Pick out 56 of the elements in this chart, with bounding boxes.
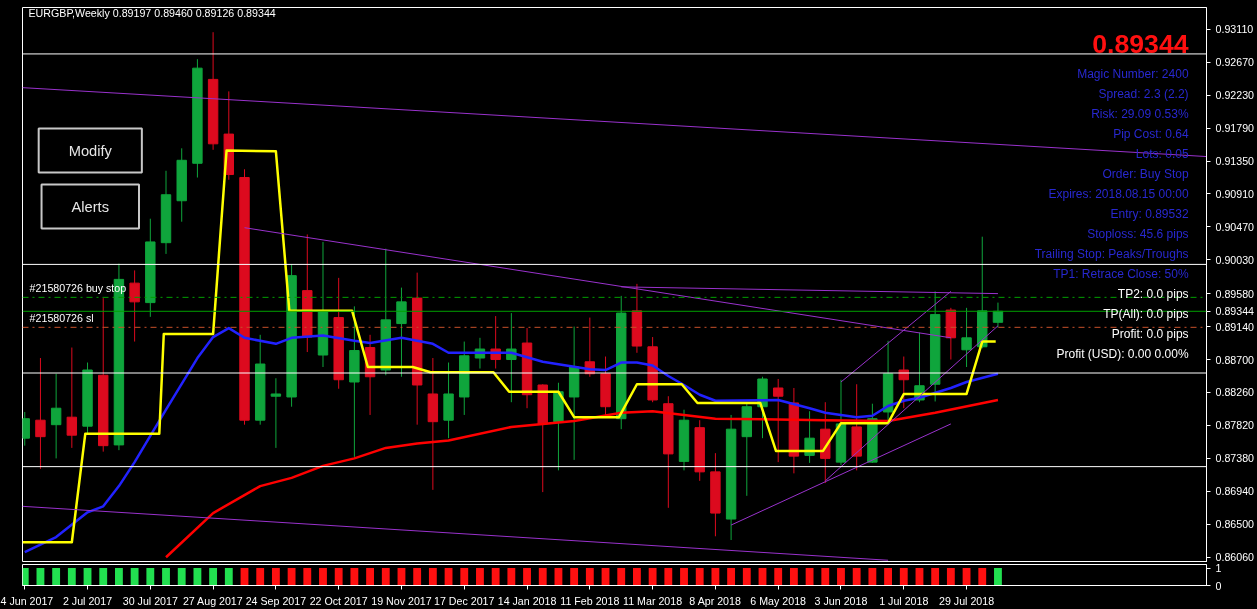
y-tick-label: 0.89344 (1215, 305, 1255, 318)
ref-line-label: #21580726 sl (29, 312, 94, 325)
y-tick-label: 0.92230 (1215, 89, 1255, 102)
annotation: Magic Number: 2400 (1077, 66, 1189, 81)
annotation: Profit: 0.0 pips (1111, 326, 1189, 341)
annotation: Profit (USD): 0.00 0.00% (1056, 346, 1189, 361)
x-tick-label: 2 Jul 2017 (62, 594, 113, 607)
chart-title: EURGBP,Weekly 0.89197 0.89460 0.89126 0.89344 (28, 6, 276, 19)
y-tick-label: 0.89580 (1215, 287, 1255, 300)
y-tick-label: 0.87380 (1215, 452, 1255, 465)
y-tick-label: 0.92670 (1215, 56, 1255, 69)
y-tick-label: 0.91790 (1215, 122, 1255, 135)
x-tick-label: 29 Jul 2018 (939, 594, 995, 607)
x-tick-label: 19 Nov 2017 (371, 594, 432, 607)
y-tick-label: 0.88260 (1215, 386, 1255, 399)
x-tick-label: 17 Dec 2017 (434, 594, 495, 607)
annotation: Alerts (71, 198, 110, 215)
y-tick-label: 0.89140 (1215, 320, 1255, 333)
annotation: Risk: 29.09 0.53% (1091, 106, 1189, 121)
y-tick-label: 0.86060 (1215, 551, 1255, 564)
annotation: Expires: 2018.08.15 00:00 (1048, 186, 1189, 201)
y-tick-label: 0.91350 (1215, 155, 1255, 168)
y-tick-label: 0.87820 (1215, 419, 1255, 432)
x-tick-label: 22 Oct 2017 (309, 594, 368, 607)
y-tick-label: 1 (1215, 562, 1222, 574)
x-tick-label: 11 Feb 2018 (560, 594, 620, 607)
annotation: Order: Buy Stop (1102, 166, 1189, 181)
y-tick-label: 0.90910 (1215, 188, 1255, 200)
annotation: 0.89344 (1092, 28, 1189, 59)
annotation: Stoploss: 45.6 pips (1087, 226, 1189, 241)
x-tick-label: 11 Mar 2018 (623, 594, 683, 607)
annotation: TP1: Retrace Close: 50% (1053, 266, 1189, 281)
x-tick-label: 14 Jan 2018 (497, 594, 557, 607)
annotation: Spread: 2.3 (2.2) (1098, 86, 1189, 101)
annotation: Trailing Stop: Peaks/Troughs (1034, 246, 1189, 261)
x-tick-label: 6 May 2018 (750, 594, 807, 607)
y-tick-label: 0.86500 (1215, 518, 1255, 531)
x-tick-label: 8 Apr 2018 (689, 594, 741, 607)
annotation: Pip Cost: 0.64 (1113, 126, 1189, 141)
x-tick-label: 1 Jul 2018 (879, 594, 929, 607)
x-tick-label: 24 Sep 2017 (245, 594, 307, 607)
y-tick-label: 0.93110 (1215, 23, 1254, 36)
x-tick-label: 4 Jun 2017 (0, 594, 54, 607)
y-tick-label: 0.88700 (1215, 353, 1255, 366)
annotation: TP2: 0.0 pips (1117, 286, 1189, 301)
annotation: Entry: 0.89532 (1110, 206, 1189, 221)
y-tick-label: 0.90030 (1215, 253, 1255, 266)
annotation: TP(All): 0.0 pips (1103, 306, 1189, 321)
ref-line-label: #21580726 buy stop (29, 282, 127, 295)
annotation: Modify (68, 142, 113, 159)
x-tick-label: 27 Aug 2017 (182, 594, 243, 607)
y-tick-label: 0.86940 (1215, 485, 1255, 498)
y-tick-label: 0.90470 (1215, 220, 1255, 233)
x-tick-label: 30 Jul 2017 (122, 594, 178, 607)
y-tick-label: 0 (1215, 579, 1222, 592)
x-tick-label: 3 Jun 2018 (814, 594, 868, 607)
